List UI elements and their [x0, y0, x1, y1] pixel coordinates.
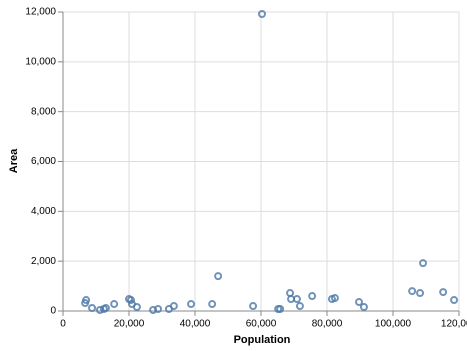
point [101, 304, 110, 313]
y-axis-title: Area [8, 148, 20, 173]
point [88, 304, 97, 313]
point [408, 287, 417, 296]
y-tick-label: 8,000 [31, 106, 56, 117]
point [110, 300, 119, 309]
x-tick-label: 20,000 [114, 319, 145, 330]
point [169, 302, 178, 311]
point [295, 302, 304, 311]
y-tick-label: 4,000 [31, 206, 56, 217]
y-tick-label: 6,000 [31, 156, 56, 167]
point [419, 259, 428, 268]
point [439, 288, 448, 297]
x-tick-label: 40,000 [180, 319, 211, 330]
point [257, 9, 266, 18]
point [82, 296, 91, 305]
point [330, 294, 339, 303]
point [450, 296, 459, 305]
point [292, 295, 301, 304]
x-tick-label: 120,000 [441, 319, 467, 330]
point [208, 300, 217, 309]
y-tick-label: 0 [50, 306, 56, 317]
x-tick-label: 60,000 [246, 319, 277, 330]
x-tick-label: 100,000 [375, 319, 412, 330]
point [355, 298, 364, 307]
point [276, 305, 285, 314]
x-axis-title: Population [234, 334, 291, 346]
point [286, 289, 295, 298]
point [359, 303, 368, 312]
point [126, 296, 135, 305]
y-tick-label: 10,000 [25, 56, 56, 67]
point [132, 303, 141, 312]
x-tick-label: 0 [60, 319, 66, 330]
point [249, 302, 258, 311]
x-tick-label: 80,000 [312, 319, 343, 330]
y-tick-label: 2,000 [31, 256, 56, 267]
y-tick-label: 12,000 [25, 7, 56, 18]
point [416, 289, 425, 298]
point [214, 272, 223, 281]
point [308, 292, 317, 301]
point [187, 300, 196, 309]
point [154, 305, 163, 314]
